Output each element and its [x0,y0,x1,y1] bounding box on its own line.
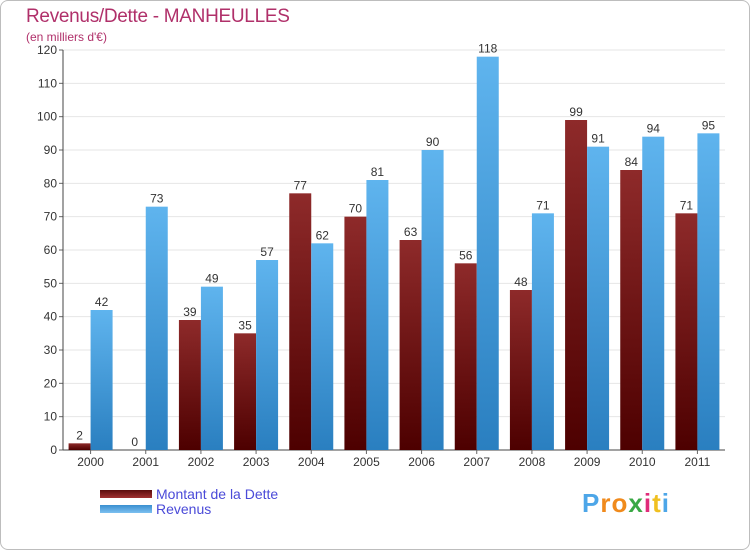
x-tick-label: 2002 [188,455,215,469]
data-label: 57 [260,245,274,259]
legend-swatch-dette [100,489,152,498]
legend-label-revenus: Revenus [156,500,212,517]
y-tick-label: 60 [44,243,58,257]
logo-letter: P [582,488,601,518]
legend-item-revenus: Revenus [100,500,278,517]
y-tick-label: 30 [44,343,58,357]
x-tick-label: 2001 [132,455,159,469]
bar-revenus [200,286,223,450]
data-label: 99 [569,105,583,119]
bar-dette [620,170,643,450]
bar-dette [68,443,91,450]
x-tick-label: 2010 [629,455,656,469]
y-tick-label: 20 [44,376,58,390]
data-label: 84 [625,155,639,169]
x-tick-label: 2005 [353,455,380,469]
data-label: 39 [183,305,197,319]
y-tick-label: 0 [50,443,57,457]
bar-revenus [587,146,610,450]
data-label: 73 [150,192,164,206]
bar-dette [234,333,257,450]
y-tick-label: 70 [44,210,58,224]
bar-revenus [256,260,279,450]
data-label: 49 [205,272,219,286]
x-tick-label: 2008 [519,455,546,469]
y-tick-label: 40 [44,310,58,324]
legend-item-dette: Montant de la Dette [100,485,279,502]
bar-revenus [311,243,334,450]
chart-title: Revenus/Dette - MANHEULLES [26,6,290,27]
logo-letter: i [661,488,670,518]
bar-revenus [697,133,720,451]
chart-subtitle: (en milliers d'€) [26,30,107,44]
y-tick-label: 110 [38,76,57,90]
data-label: 0 [131,435,138,449]
bar-revenus [531,213,554,450]
bar-revenus [90,310,113,450]
data-label: 94 [647,122,661,136]
y-tick-label: 80 [44,176,58,190]
y-tick-label: 10 [44,410,58,424]
data-label: 56 [459,248,473,262]
bar-revenus [476,56,499,451]
logo-letter: o [611,488,629,518]
bar-dette [289,193,312,451]
bar-revenus [145,206,168,450]
x-tick-label: 2011 [685,455,711,469]
x-tick-label: 2009 [574,455,601,469]
y-tick-label: 50 [44,276,58,290]
data-label: 90 [426,135,440,149]
x-tick-label: 2004 [298,455,325,469]
bar-dette [509,290,532,450]
bar-revenus [642,136,665,450]
data-label: 48 [514,275,528,289]
bar-dette [344,216,367,450]
logo-letter: r [600,488,612,518]
data-label: 35 [238,318,252,332]
y-tick-label: 120 [37,43,57,57]
y-tick-label: 90 [44,143,58,157]
bar-dette [675,213,698,450]
data-label: 91 [591,132,605,146]
x-tick-label: 2006 [408,455,435,469]
data-label: 71 [680,198,694,212]
legend-label-dette: Montant de la Dette [156,485,279,502]
data-label: 42 [95,295,109,309]
data-label: 70 [349,202,363,216]
data-label: 62 [316,228,330,242]
logo-letter: x [628,488,644,518]
bar-dette [454,263,477,450]
x-tick-label: 2003 [243,455,270,469]
legend: Montant de la Dette Revenus [100,485,279,517]
data-label: 118 [478,42,497,56]
y-tick-label: 100 [37,110,57,124]
bar-dette [178,320,201,450]
logo-letter: t [652,488,662,518]
data-label: 63 [404,225,418,239]
data-label: 81 [371,165,385,179]
logo-letter: i [643,488,653,518]
bar-dette [399,240,422,450]
bar-dette [565,120,588,450]
bar-revenus [421,150,444,450]
x-tick-label: 2007 [463,455,490,469]
data-label: 95 [702,118,716,132]
proxiti-logo: Proxiti [582,488,670,519]
data-label: 2 [76,428,83,442]
bar-revenus [366,180,389,450]
data-label: 77 [294,178,308,192]
legend-swatch-revenus [100,504,152,513]
x-tick-label: 2000 [77,455,104,469]
data-label: 71 [536,198,550,212]
